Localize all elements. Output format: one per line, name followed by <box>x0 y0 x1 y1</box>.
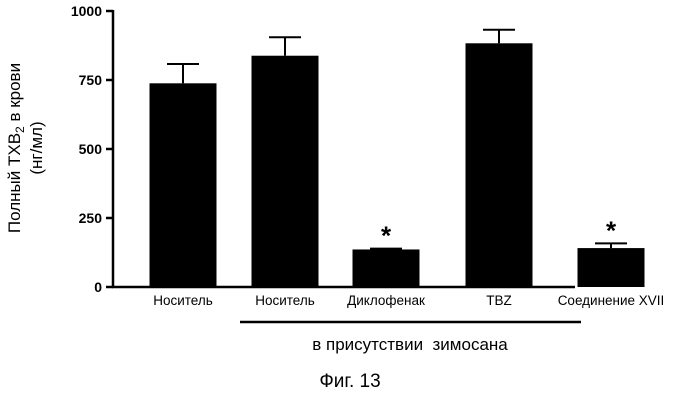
category-label: Носитель <box>153 293 213 308</box>
category-label: Соединение XVII <box>558 293 665 308</box>
y-axis-title: Полный TXB2 в крови (нг/мл) <box>5 63 46 233</box>
y-tick-label: 1000 <box>71 3 102 19</box>
significance-star: * <box>381 221 392 251</box>
y-tick-label: 0 <box>94 279 102 295</box>
y-tick-label: 750 <box>79 72 103 88</box>
category-label: Носитель <box>255 293 315 308</box>
y-axis-units: (нг/мл) <box>27 121 46 174</box>
category-label: TBZ <box>486 293 512 308</box>
bar <box>150 83 217 287</box>
bar <box>353 249 420 287</box>
y-tick-label: 250 <box>79 210 103 226</box>
bars <box>150 43 645 287</box>
y-ticks: 0 250 500 750 1000 <box>71 3 113 295</box>
figure-caption: Фиг. 13 <box>319 371 380 392</box>
significance-star: * <box>606 215 617 245</box>
bar <box>466 43 533 287</box>
group-label: в присутствии зимосана <box>312 335 508 354</box>
bar <box>578 248 645 287</box>
error-bars <box>167 30 627 250</box>
bar <box>252 56 319 287</box>
y-tick-label: 500 <box>79 141 103 157</box>
y-axis-title-main: Полный TXB <box>5 133 24 233</box>
y-axis-title-rest: в крови <box>5 63 24 126</box>
category-labels: Носитель Носитель Диклофенак TBZ Соединение … <box>153 293 664 308</box>
svg-text:Полный TXB2 в крови: Полный TXB2 в крови <box>5 63 27 233</box>
category-label: Диклофенак <box>347 293 425 308</box>
